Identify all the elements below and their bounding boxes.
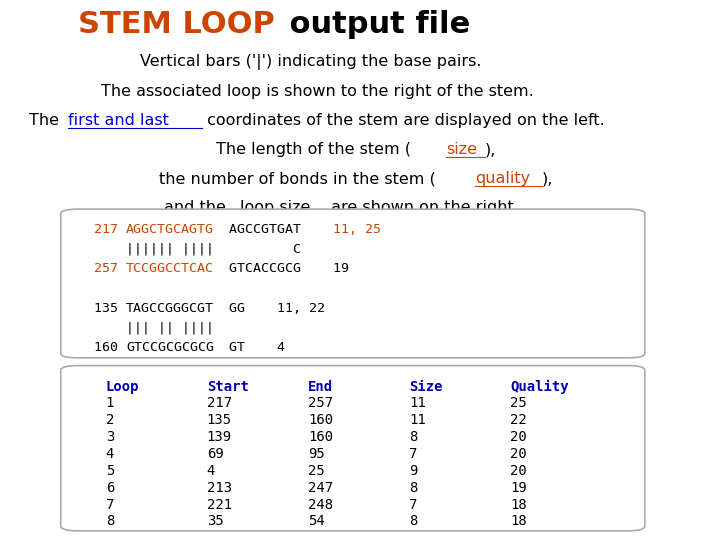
Text: TAGCCGGGCGT: TAGCCGGGCGT [126, 302, 214, 315]
FancyBboxPatch shape [60, 209, 645, 358]
Text: C: C [213, 243, 302, 256]
Text: coordinates of the stem are displayed on the left.: coordinates of the stem are displayed on… [202, 113, 605, 128]
Text: Loop: Loop [106, 380, 139, 394]
Text: |||||| ||||: |||||| |||| [94, 243, 215, 256]
Text: 11, 22: 11, 22 [245, 302, 325, 315]
Text: and the: and the [163, 200, 230, 215]
Text: 135: 135 [94, 302, 127, 315]
Text: GG: GG [213, 302, 246, 315]
Text: 248: 248 [308, 497, 333, 511]
Text: size: size [446, 142, 477, 157]
Text: 8: 8 [409, 430, 418, 444]
Text: 18: 18 [510, 497, 527, 511]
Text: first and last: first and last [68, 113, 168, 128]
Text: 9: 9 [409, 464, 418, 478]
Text: 139: 139 [207, 430, 232, 444]
Text: 25: 25 [308, 464, 325, 478]
Text: loop size: loop size [240, 200, 310, 215]
Text: 257: 257 [94, 262, 127, 275]
Text: Quality: Quality [510, 380, 569, 394]
Text: 2: 2 [106, 413, 114, 427]
Text: 11: 11 [409, 396, 426, 410]
Text: TCCGGCCTCAC: TCCGGCCTCAC [126, 262, 214, 275]
Text: The: The [30, 113, 65, 128]
Text: 257: 257 [308, 396, 333, 410]
Text: are shown on the right.: are shown on the right. [326, 200, 519, 215]
Text: 5: 5 [106, 464, 114, 478]
Text: 35: 35 [207, 515, 223, 529]
Text: 4: 4 [245, 341, 285, 354]
Text: 213: 213 [207, 481, 232, 495]
Text: Vertical bars ('|') indicating the base pairs.: Vertical bars ('|') indicating the base … [140, 55, 481, 70]
Text: 7: 7 [409, 497, 418, 511]
Text: 221: 221 [207, 497, 232, 511]
Text: 8: 8 [106, 515, 114, 529]
Text: 54: 54 [308, 515, 325, 529]
Text: 20: 20 [510, 464, 527, 478]
Text: 19: 19 [510, 481, 527, 495]
Text: GTCACCGCG: GTCACCGCG [213, 262, 302, 275]
Text: 160: 160 [308, 413, 333, 427]
Text: 217: 217 [207, 396, 232, 410]
Text: output file: output file [279, 10, 471, 39]
Text: 217: 217 [94, 223, 127, 236]
Text: 19: 19 [301, 262, 348, 275]
Text: the number of bonds in the stem (: the number of bonds in the stem ( [158, 171, 436, 186]
FancyBboxPatch shape [60, 366, 645, 531]
Text: The length of the stem (: The length of the stem ( [216, 142, 411, 157]
Text: 7: 7 [106, 497, 114, 511]
Text: 8: 8 [409, 481, 418, 495]
Text: 3: 3 [106, 430, 114, 444]
Text: AGCCGTGAT: AGCCGTGAT [213, 223, 302, 236]
Text: 6: 6 [106, 481, 114, 495]
Text: Size: Size [409, 380, 443, 394]
Text: 160: 160 [308, 430, 333, 444]
Text: End: End [308, 380, 333, 394]
Text: ||| || ||||: ||| || |||| [94, 321, 215, 334]
Text: 20: 20 [510, 430, 527, 444]
Text: 69: 69 [207, 447, 223, 461]
Text: ),: ), [485, 142, 496, 157]
Text: 11: 11 [409, 413, 426, 427]
Text: 1: 1 [106, 396, 114, 410]
Text: 8: 8 [409, 515, 418, 529]
Text: 160: 160 [94, 341, 127, 354]
Text: AGGCTGCAGTG: AGGCTGCAGTG [126, 223, 214, 236]
Text: 11, 25: 11, 25 [301, 223, 381, 236]
Text: quality: quality [475, 171, 530, 186]
Text: 4: 4 [207, 464, 215, 478]
Text: STEM LOOP: STEM LOOP [78, 10, 275, 39]
Text: Start: Start [207, 380, 248, 394]
Text: 95: 95 [308, 447, 325, 461]
Text: 20: 20 [510, 447, 527, 461]
Text: GTCCGCGCGCG: GTCCGCGCGCG [126, 341, 214, 354]
Text: 18: 18 [510, 515, 527, 529]
Text: ),: ), [542, 171, 554, 186]
Text: 247: 247 [308, 481, 333, 495]
Text: 22: 22 [510, 413, 527, 427]
Text: GT: GT [213, 341, 246, 354]
Text: 135: 135 [207, 413, 232, 427]
Text: The associated loop is shown to the right of the stem.: The associated loop is shown to the righ… [102, 84, 534, 99]
Text: 25: 25 [510, 396, 527, 410]
Text: 7: 7 [409, 447, 418, 461]
Text: 4: 4 [106, 447, 114, 461]
